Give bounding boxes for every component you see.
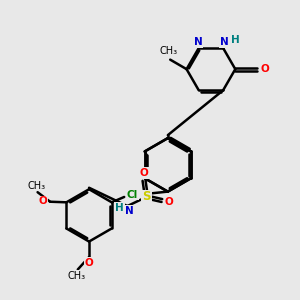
Text: CH₃: CH₃ (160, 46, 178, 56)
Text: O: O (140, 168, 148, 178)
Text: O: O (85, 258, 94, 268)
Text: H: H (115, 203, 124, 213)
Text: H: H (231, 35, 239, 45)
Text: O: O (39, 196, 47, 206)
Text: Cl: Cl (127, 190, 138, 200)
Text: N: N (125, 206, 134, 216)
Text: CH₃: CH₃ (27, 181, 46, 191)
Text: N: N (194, 38, 203, 47)
Text: O: O (260, 64, 269, 74)
Text: N: N (220, 38, 229, 47)
Text: S: S (142, 190, 151, 203)
Text: CH₃: CH₃ (68, 271, 85, 281)
Text: O: O (165, 197, 174, 207)
